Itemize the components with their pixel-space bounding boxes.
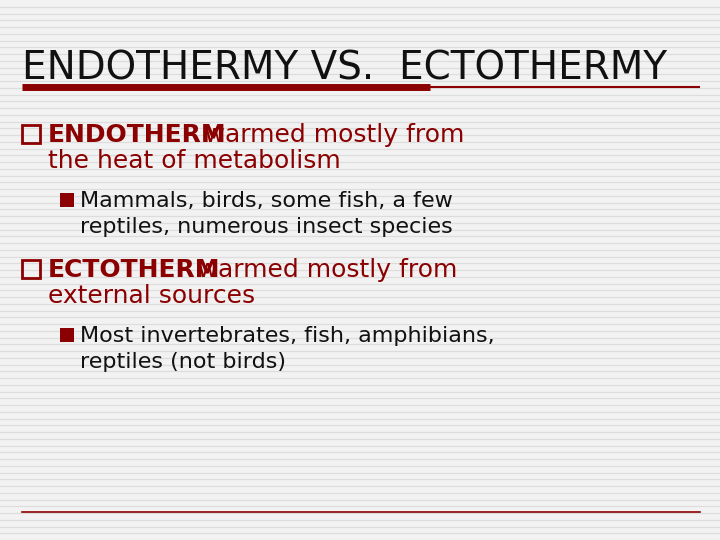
Text: external sources: external sources <box>48 284 255 308</box>
Text: Most invertebrates, fish, amphibians,
reptiles (not birds): Most invertebrates, fish, amphibians, re… <box>80 326 495 373</box>
Text: the heat of metabolism: the heat of metabolism <box>48 149 341 173</box>
Text: – warmed mostly from: – warmed mostly from <box>176 123 464 147</box>
Bar <box>60 328 74 342</box>
Text: – warmed mostly from: – warmed mostly from <box>169 258 457 282</box>
Text: ENDOTHERM: ENDOTHERM <box>48 123 227 147</box>
Bar <box>22 125 40 143</box>
Bar <box>22 260 40 278</box>
Text: ECTOTHERM: ECTOTHERM <box>48 258 220 282</box>
Bar <box>60 193 74 207</box>
Text: ENDOTHERMY VS.  ECTOTHERMY: ENDOTHERMY VS. ECTOTHERMY <box>22 50 667 88</box>
Text: Mammals, birds, some fish, a few
reptiles, numerous insect species: Mammals, birds, some fish, a few reptile… <box>80 191 453 238</box>
